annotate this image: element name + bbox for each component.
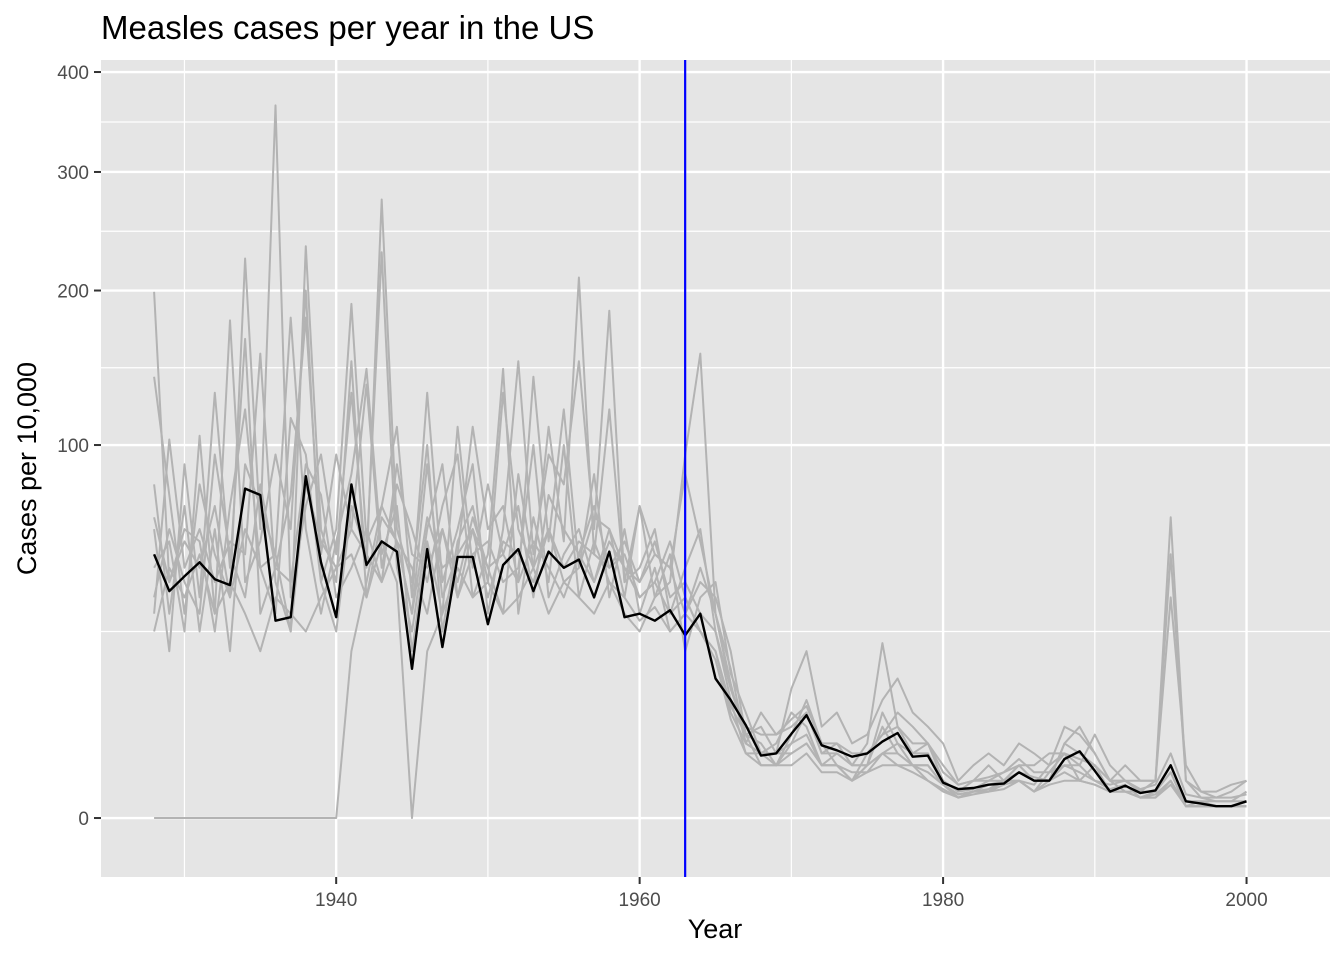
state-line-1 [153,291,1248,799]
y-axis-title: Cases per 10,000 [12,362,42,575]
average-line-layer [152,475,1247,808]
x-tick-label: 1960 [618,890,660,911]
axis-ticks: 1940 1960 1980 2000 0 100 200 300 400 [57,63,1267,911]
y-tick-label: 400 [57,63,89,84]
x-axis-title: Year [688,914,743,944]
state-line-10 [153,473,1247,799]
x-tick-label: 2000 [1225,890,1267,911]
y-tick-label: 200 [57,282,89,303]
state-lines [153,104,1248,819]
average-line [152,475,1247,808]
x-tick-label: 1980 [922,890,964,911]
y-tick-label: 100 [57,436,89,457]
x-tick-label: 1940 [315,890,357,911]
chart-title: Measles cases per year in the US [101,9,594,46]
major-gridlines [101,60,1330,877]
y-tick-label: 300 [57,163,89,184]
plot-panel [101,60,1330,877]
y-tick-label: 0 [78,809,89,830]
state-line-5 [153,251,1247,808]
